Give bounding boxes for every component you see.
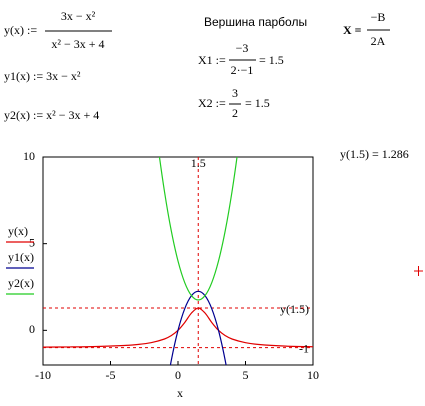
formula-numerator: 3 [232,86,238,100]
plot-area [43,157,313,365]
heading: Вершина парболы [204,15,307,29]
formula-denominator: 2·−1 [231,63,254,77]
formula-numerator: −3 [236,41,249,55]
x-axis-label: x [177,386,183,400]
formula-lhs: y(x) := [4,23,37,37]
formula-denominator: 2 [232,106,238,120]
formula-denominator: x² − 3x + 4 [51,37,104,51]
series-line [158,157,238,301]
formula-lhs: X2 := [198,96,226,110]
marker-label: 1.5 [191,156,206,170]
formula-numerator: −B [371,10,386,24]
x-tick-label: 5 [243,368,249,382]
formula: y1(x) := 3x − x² [4,69,81,83]
formula-result: y(1.5) = 1.286 [340,147,409,161]
x-tick-label: 10 [307,368,319,382]
legend-label: y1(x) [8,250,34,264]
formula: y2(x) := x² − 3x + 4 [4,108,99,122]
x-tick-label: -5 [106,368,116,382]
series-line [43,307,313,348]
marker-label: -1 [299,341,309,355]
x-tick-label: 0 [175,368,181,382]
legend-label: y(x) [8,224,28,238]
series-line [169,290,227,365]
x-tick-label: -10 [35,368,51,382]
formula-result: = 1.5 [245,96,270,110]
y-tick-label: 0 [29,322,35,336]
formula-numerator: 3x − x² [61,9,96,23]
marker-label: y(1.5) [280,302,309,316]
formula-result: = 1.5 [259,53,284,67]
formula-denominator: 2A [371,34,386,48]
formula-lhs: X = [343,23,362,37]
legend-label: y2(x) [8,276,34,290]
y-tick-label: 10 [23,149,35,163]
formula-lhs: X1 := [198,53,226,67]
